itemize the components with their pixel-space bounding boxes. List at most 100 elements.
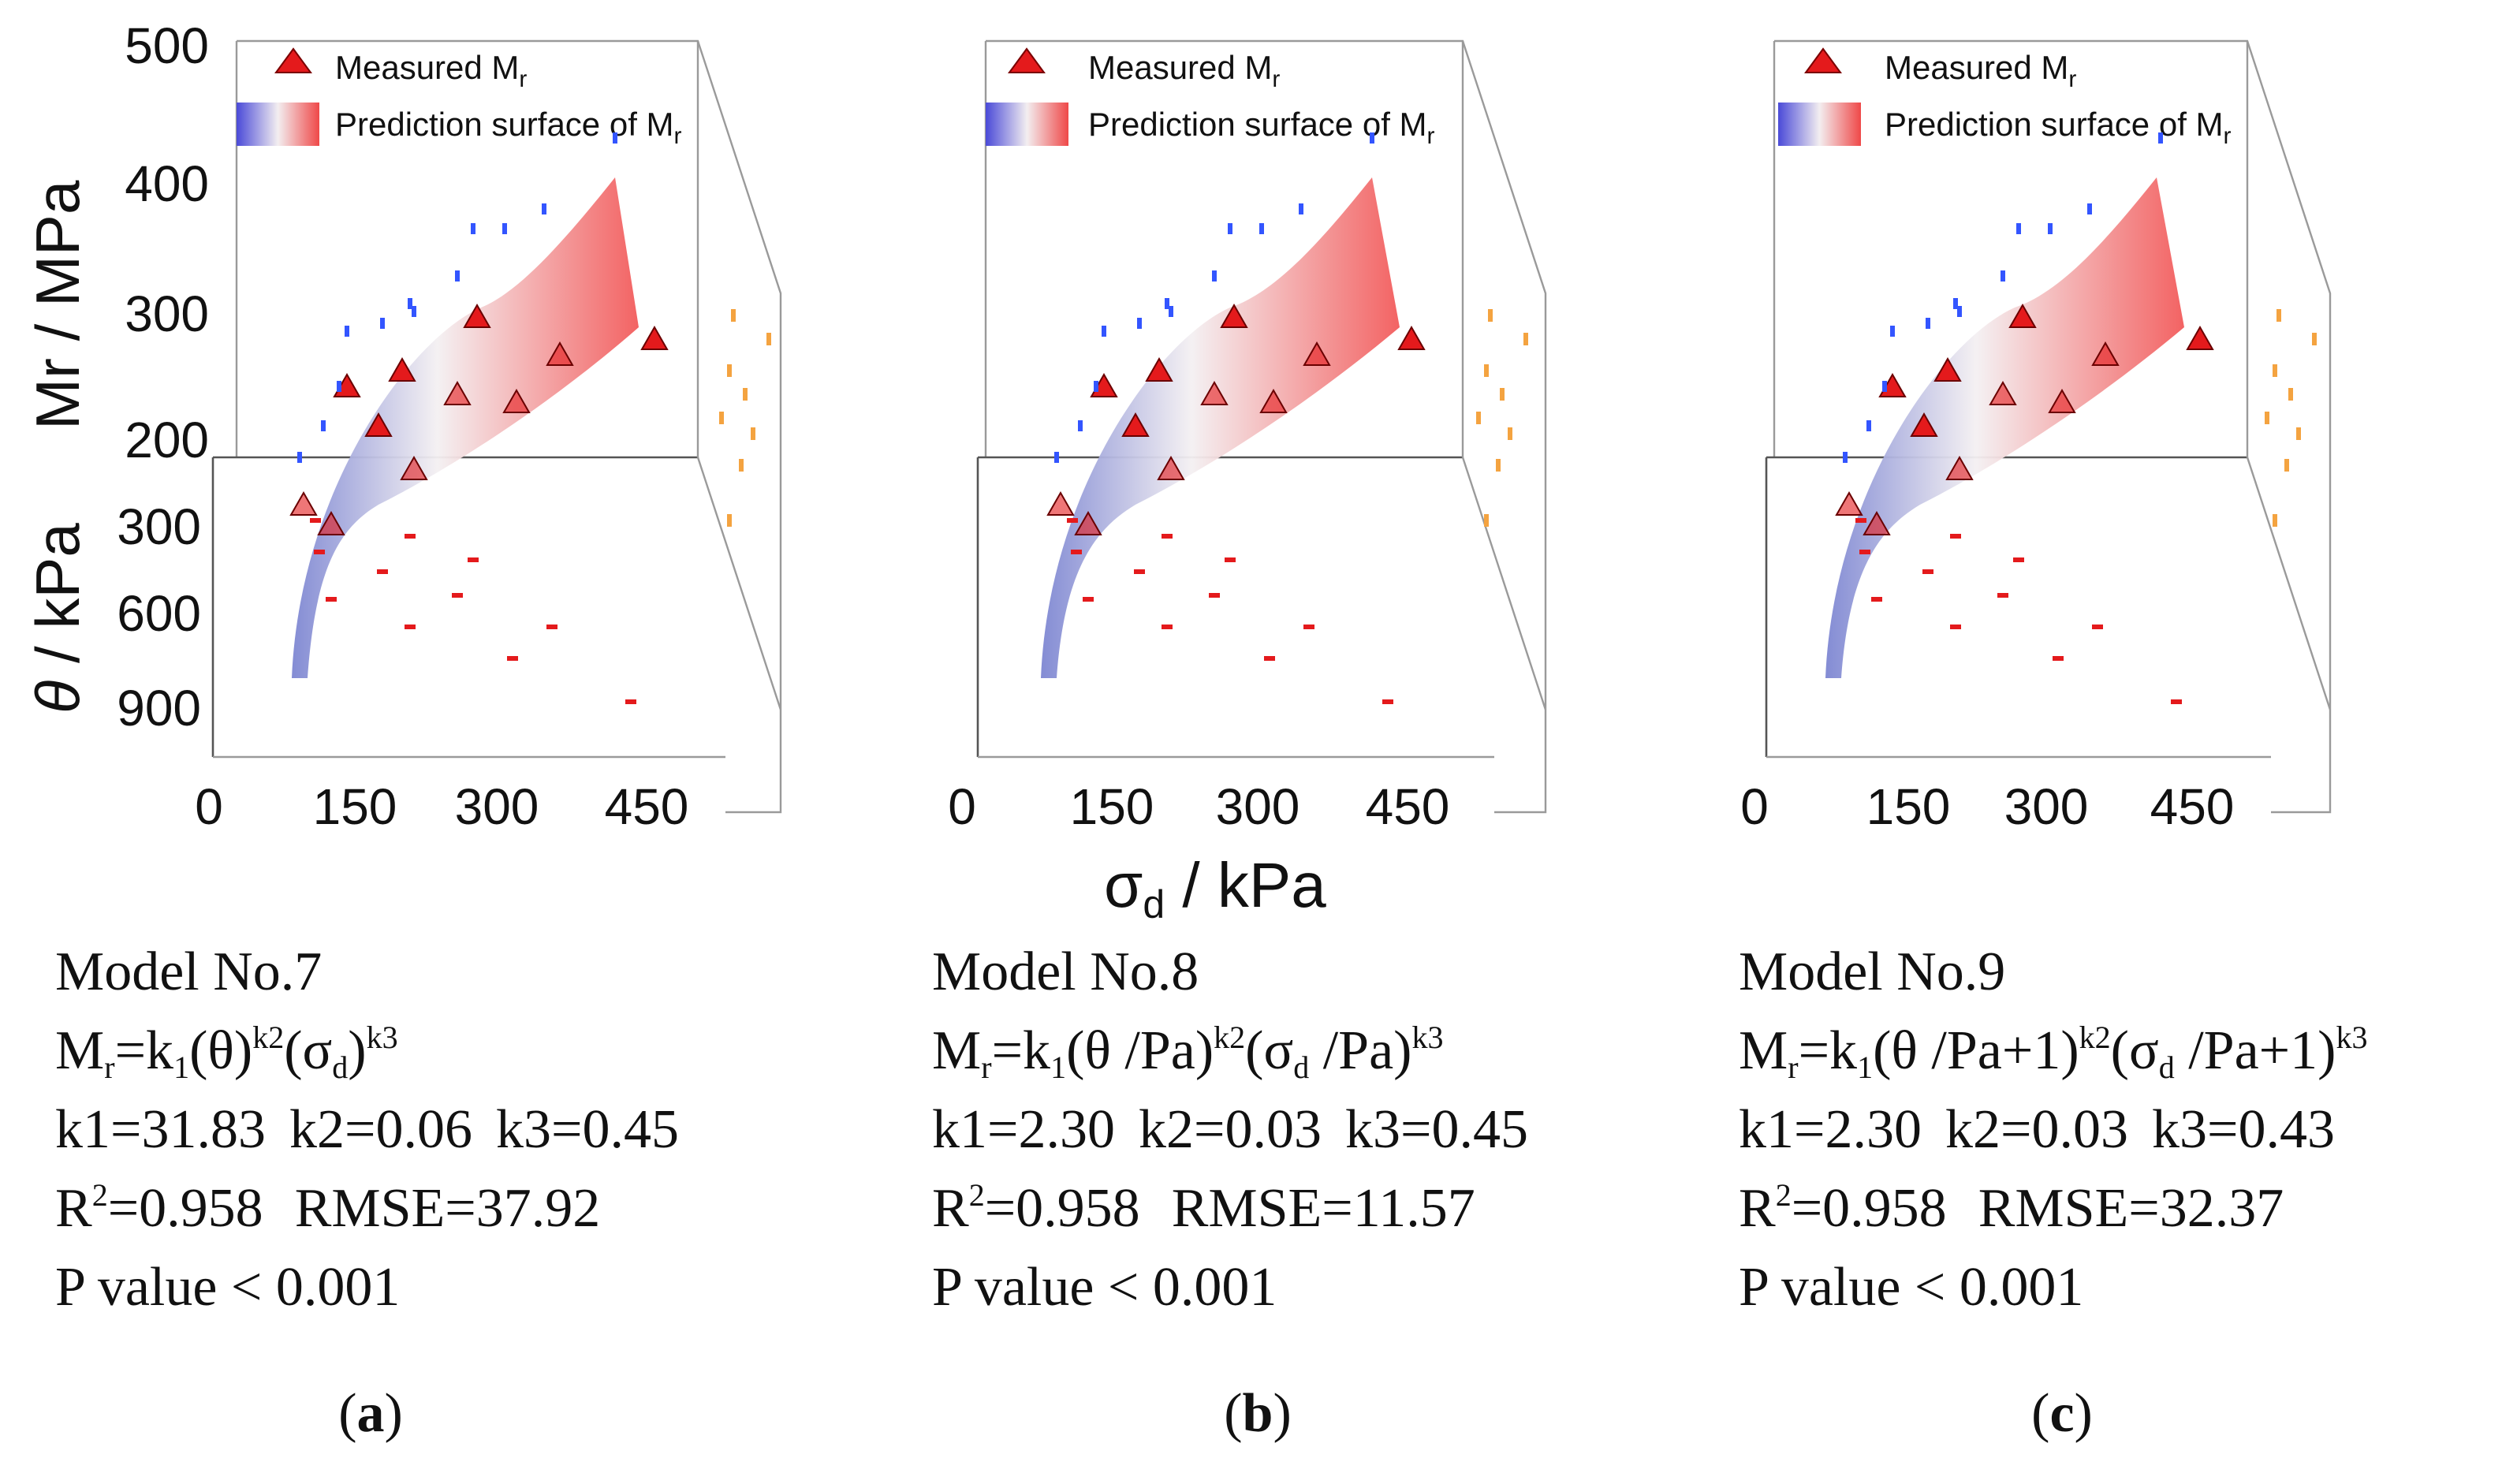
projection-point-blue [380,318,385,329]
measured-point-triangle [400,455,428,480]
projection-point-blue [321,420,326,431]
legend-measured: Measured M [1885,49,2068,86]
projection-point-blue [1953,298,1958,309]
f-b: (σ [1245,1020,1293,1081]
k3: k3=0.43 [2152,1099,2335,1160]
measured-point-triangle [1933,356,1962,382]
projection-point-blue [1957,306,1962,317]
model-text-c: Model No.9 Mr=k1(θ /Pa+1)k2(σd /Pa+1)k3 … [1739,941,2367,1444]
rmse: RMSE=37.92 [295,1178,601,1239]
r2: =0.958 [108,1178,263,1239]
legend-surface-sub: r [674,123,682,149]
k1: k1=2.30 [932,1099,1115,1160]
f-a: (θ /Pa) [1066,1020,1214,1081]
projection-point-red [1922,569,1933,574]
model-fit: R2=0.958 RMSE=37.92 [55,1177,600,1239]
z-tick-200: 200 [125,412,209,468]
x-tick-0: 0 [195,778,223,835]
projection-point-red [468,557,479,562]
caption-a: (a) [338,1383,403,1444]
f-lhs: M [932,1020,981,1081]
r-sup: 2 [1776,1177,1792,1213]
box-right-diag [1461,457,1547,710]
projection-point-red [2053,656,2064,661]
projection-point-orange [731,309,736,322]
projection-point-red [1134,569,1145,574]
measured-point-triangle [289,490,318,516]
measured-point-triangle [443,380,472,405]
projection-point-blue [1882,381,1887,392]
measured-point-triangle [317,510,345,535]
r-prefix: R [55,1178,92,1239]
y-tick-300: 300 [117,498,201,555]
prediction-surface [1825,177,2184,678]
x-axis-title: σd / kPa [1104,850,1326,927]
projection-point-blue [1078,420,1083,431]
caption-b: (b) [1224,1383,1292,1444]
f-k3: k3 [2336,1020,2367,1055]
z-tick-300: 300 [125,285,209,342]
k3: k3=0.45 [496,1099,679,1160]
projection-point-orange [1508,427,1512,440]
x-tick-0: 0 [948,778,976,835]
projection-point-blue [455,270,460,282]
legend: Measured Mr Prediction surface of Mr [1778,47,2232,149]
f-d: d [2159,1050,2175,1085]
model-p-value: P value < 0.001 [55,1257,400,1318]
model-name: Model No.8 [932,941,1199,1002]
legend-measured-sub: r [2068,66,2076,92]
legend: Measured Mr Prediction surface of Mr [986,47,1435,149]
projection-point-orange [2288,388,2293,401]
f-c: /Pa+1) [2175,1020,2336,1081]
box-back [237,39,782,814]
projection-point-red [314,550,325,554]
projection-point-red [1083,597,1094,602]
legend-gradient-swatch [237,103,319,146]
projection-point-red [405,625,416,629]
model-formula: Mr=k1(θ /Pa+1)k2(σd /Pa+1)k3 [1739,1020,2367,1085]
model-coefficients: k1=2.30 k2=0.03 k3=0.43 [1739,1099,2335,1160]
projection-point-blue [542,203,546,214]
projection-point-blue [412,306,416,317]
f-d: d [1293,1050,1309,1085]
measured-point-triangle [1046,490,1075,516]
y-axis-theta: θ [23,680,92,714]
legend-measured-sub: r [1272,66,1280,92]
projection-point-blue [1866,420,1871,431]
projection-point-orange [743,388,748,401]
projection-point-red [1303,625,1314,629]
f-mid: =k [992,1020,1050,1081]
model-formula: Mr=k1(θ /Pa)k2(σd /Pa)k3 [932,1020,1443,1085]
projection-point-red [1859,550,1870,554]
z-tick-500: 500 [125,17,209,74]
projection-point-blue [1137,318,1142,329]
f-rs: r [981,1050,991,1085]
f-one: 1 [173,1050,189,1085]
measured-point-triangle [2186,325,2214,350]
projection-point-red [1855,518,1866,523]
svg-text:Measured Mr: Measured Mr [335,49,527,92]
z-tick-400: 400 [125,155,209,212]
measured-point-triangle [1157,455,1185,480]
legend-surface: Prediction surface of M [335,106,674,143]
projection-point-red [1871,597,1882,602]
k2: k2=0.06 [289,1099,472,1160]
caption-letter: b [1243,1383,1273,1444]
box-right-diag [2246,457,2332,710]
measured-point-triangle [546,341,574,366]
projection-point-blue [1054,452,1059,463]
projection-point-blue [1299,203,1303,214]
projection-point-blue [502,223,507,234]
svg-text:θ / kPa: θ / kPa [23,523,92,714]
legend-triangle-icon [1008,47,1046,73]
legend-triangle-icon [1804,47,1842,73]
svg-text:Prediction surface of Mr: Prediction surface of Mr [1088,106,1435,149]
measured-point-triangle [1945,455,1974,480]
legend-gradient-swatch [986,103,1068,146]
legend-gradient-swatch [1778,103,1861,146]
projection-point-orange [2273,364,2277,377]
box-right-diag [696,457,782,710]
svg-text:Measured Mr: Measured Mr [1885,49,2076,92]
model-p-value: P value < 0.001 [1739,1257,2083,1318]
